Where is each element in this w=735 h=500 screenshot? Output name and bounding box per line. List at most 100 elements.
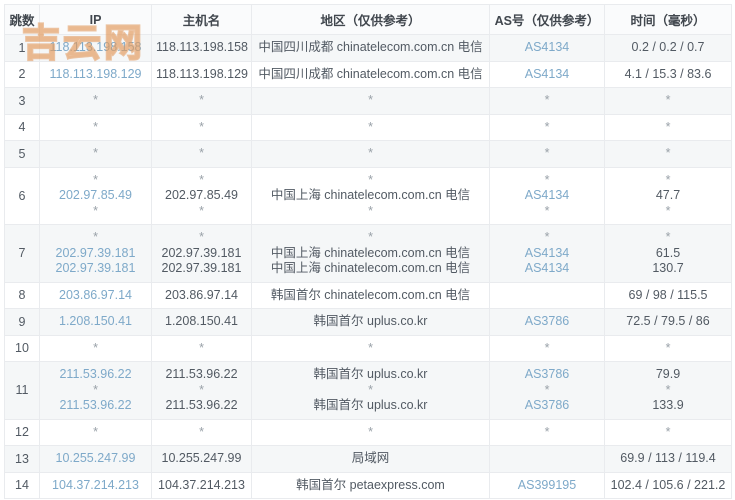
time-cell: * [604,418,732,446]
host-cell: 10.255.247.99 [151,445,252,473]
table-row: 5 * * * * * [4,140,732,168]
timeout-asterisk: * [368,203,373,218]
hop-number: 10 [4,334,40,362]
time-text: 69 / 98 / 115.5 [628,287,708,302]
host-text: 202.97.85.49 [165,188,238,202]
time-text: 130.7 [652,261,684,275]
table-row: 8 203.86.97.14 203.86.97.14 韩国首尔 chinatelec… [4,281,732,309]
host-cell: * [151,334,252,362]
timeout-asterisk: * [544,424,550,439]
hop-number: 5 [4,140,40,168]
time-cell: 69.9 / 113 / 119.4 [604,445,732,473]
col-header-hop: 跳数 [4,4,40,35]
time-cell: * [604,140,732,168]
timeout-asterisk: * [93,230,98,244]
region-cell: * [251,418,490,446]
col-header-asn: AS号（仅供参考） [489,4,605,35]
region-text: 中国上海 chinatelecom.com.cn 电信 [270,245,471,260]
table-row: 11 211.53.96.22 * 211.53.96.22 211.53.96.22 *… [4,361,732,420]
region-text: 中国上海 chinatelecom.com.cn 电信 [270,261,471,275]
timeout-asterisk: * [368,146,373,160]
region-cell: * [251,87,490,115]
hop-number: 8 [4,281,40,309]
host-text: 211.53.96.22 [165,367,238,381]
asn-cell [489,445,605,473]
host-text: 118.113.198.158 [156,40,248,54]
hop-number: 4 [4,113,40,141]
as-link[interactable]: AS4134 [524,40,570,54]
time-cell: 0.2 / 0.2 / 0.7 [604,34,732,62]
ip-link[interactable]: 211.53.96.22 [59,398,132,412]
ip-link[interactable]: 118.113.198.129 [49,66,142,81]
ip-link[interactable]: 202.97.85.49 [59,188,132,202]
timeout-asterisk: * [368,382,373,397]
col-header-ip: IP [39,4,152,35]
region-cell: * [251,334,490,362]
ip-link[interactable]: 104.37.214.213 [52,477,139,492]
table-row: 3 * * * * * [4,87,732,115]
as-link[interactable]: AS3786 [524,314,570,328]
asn-cell [489,281,605,309]
time-cell: * [604,113,732,141]
timeout-asterisk: * [199,172,204,187]
hop-number: 3 [4,87,40,115]
ip-link[interactable]: 211.53.96.22 [59,367,132,381]
hop-number: 2 [4,60,40,88]
as-link[interactable]: AS4134 [524,188,570,202]
table-row: 7 * 202.97.39.181 202.97.39.181 * 202.97.39.1… [4,224,732,283]
ip-link[interactable]: 203.86.97.14 [59,287,132,302]
ip-link[interactable]: 10.255.247.99 [55,451,136,465]
timeout-asterisk: * [93,424,98,439]
as-link[interactable]: AS399195 [517,477,577,492]
ip-cell: 211.53.96.22 * 211.53.96.22 [39,361,152,420]
timeout-asterisk: * [199,119,204,134]
as-link[interactable]: AS3786 [524,367,570,381]
asn-cell: AS399195 [489,471,605,499]
as-link[interactable]: AS4134 [524,66,570,81]
time-cell: 4.1 / 15.3 / 83.6 [604,60,732,88]
asn-cell: * AS4134 * [489,166,605,225]
timeout-asterisk: * [368,93,373,107]
time-text: 102.4 / 105.6 / 221.2 [610,477,726,492]
ip-cell: 118.113.198.158 [39,34,152,62]
region-cell: 中国四川成都 chinatelecom.com.cn 电信 [251,34,490,62]
as-link[interactable]: AS4134 [524,245,570,260]
timeout-asterisk: * [368,230,373,244]
ip-cell: * [39,87,152,115]
hop-number: 9 [4,308,40,336]
timeout-asterisk: * [199,146,204,160]
as-link[interactable]: AS3786 [524,398,570,412]
asn-cell: AS3786 * AS3786 [489,361,605,420]
time-text: 61.5 [655,245,681,260]
as-link[interactable]: AS4134 [524,261,570,275]
ip-cell: 104.37.214.213 [39,471,152,499]
host-text: 203.86.97.14 [165,287,238,302]
timeout-asterisk: * [665,382,671,397]
ip-cell: * [39,113,152,141]
time-cell: * 47.7 * [604,166,732,225]
hop-number: 6 [4,166,40,225]
ip-link[interactable]: 202.97.39.181 [55,245,136,260]
hop-number: 14 [4,471,40,499]
ip-link[interactable]: 118.113.198.158 [49,40,142,54]
asn-cell: * [489,113,605,141]
ip-link[interactable]: 202.97.39.181 [55,261,136,275]
ip-link[interactable]: 1.208.150.41 [59,314,132,328]
host-cell: * 202.97.39.181 202.97.39.181 [151,224,252,283]
timeout-asterisk: * [544,340,550,355]
asn-cell: AS4134 [489,60,605,88]
asn-cell: * AS4134 AS4134 [489,224,605,283]
time-cell: 79.9 * 133.9 [604,361,732,420]
hop-number: 11 [4,361,40,420]
region-cell: * [251,113,490,141]
timeout-asterisk: * [93,172,98,187]
timeout-asterisk: * [665,203,671,218]
ip-cell: 203.86.97.14 [39,281,152,309]
ip-cell: * 202.97.85.49 * [39,166,152,225]
timeout-asterisk: * [544,119,550,134]
host-cell: * [151,140,252,168]
traceroute-table: 跳数 IP 主机名 地区（仅供参考） AS号（仅供参考） 时间（毫秒） 1 118… [4,4,732,499]
host-cell: * 202.97.85.49 * [151,166,252,225]
time-text: 79.9 [655,367,681,381]
timeout-asterisk: * [199,93,204,107]
